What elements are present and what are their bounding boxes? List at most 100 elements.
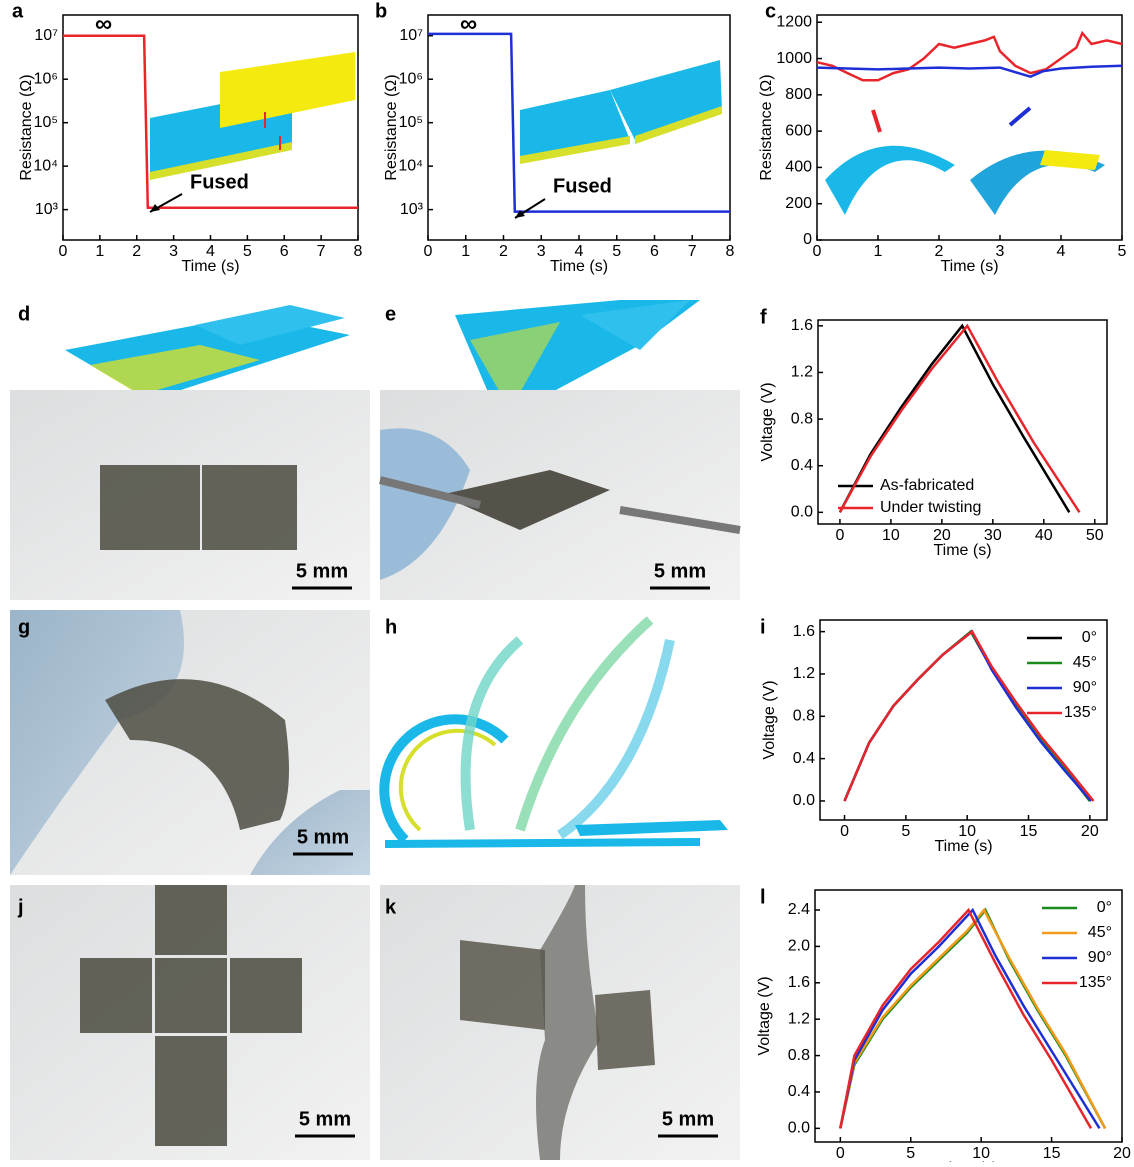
annotation: ∞ [460, 10, 477, 37]
y-tick-label: 10⁵ [34, 114, 58, 131]
x-tick-label: 2 [132, 243, 141, 260]
y-tick-label: 0.8 [791, 410, 813, 427]
device [595, 990, 655, 1070]
data-line [840, 910, 1099, 1128]
y-axis-title: Resistance (Ω) [383, 74, 400, 180]
inset-c [825, 108, 1105, 215]
y-tick-label: 0.8 [788, 1047, 810, 1064]
x-tick-label: 1 [874, 243, 883, 260]
x-axis-title: Time (s) [181, 258, 239, 275]
x-tick-label: 3 [537, 243, 546, 260]
device [80, 958, 152, 1033]
device [155, 885, 227, 955]
y-tick-label: 0 [803, 231, 812, 248]
annotation: ∞ [95, 10, 112, 37]
x-tick-label: 5 [901, 823, 910, 840]
panel-label: l [760, 886, 766, 908]
x-tick-label: 6 [650, 243, 659, 260]
y-axis-title: Resistance (Ω) [758, 74, 775, 180]
x-tick-label: 0 [424, 243, 433, 260]
x-axis-title: Time (s) [934, 838, 992, 855]
y-tick-label: 0.0 [793, 792, 815, 809]
x-tick-label: 0 [59, 243, 68, 260]
x-tick-label: 20 [1081, 823, 1099, 840]
panel-label: j [17, 896, 24, 918]
y-tick-label: 200 [785, 195, 812, 212]
y-tick-label: 10⁶ [399, 70, 423, 87]
y-tick-label: 1.2 [788, 1010, 810, 1027]
device [155, 1036, 227, 1146]
x-tick-label: 4 [1057, 243, 1066, 260]
legend-label: 45° [1088, 924, 1112, 941]
y-tick-label: 10⁷ [34, 27, 58, 44]
x-tick-label: 6 [280, 243, 289, 260]
legend-label: As-fabricated [880, 477, 974, 494]
x-tick-label: 5 [906, 1145, 915, 1162]
x-tick-label: 2 [499, 243, 508, 260]
y-tick-label: 10³ [400, 201, 424, 218]
y-tick-label: 1.6 [793, 623, 815, 640]
y-tick-label: 1.2 [791, 364, 813, 381]
panel-label: c [765, 0, 776, 22]
y-tick-label: 1.6 [788, 974, 810, 991]
y-tick-label: 10⁴ [398, 157, 423, 174]
legend-label: 135° [1079, 974, 1112, 991]
data-line [845, 632, 1092, 801]
x-tick-label: 3 [169, 243, 178, 260]
annotation: Fused [553, 175, 612, 197]
x-axis-title: Time (s) [940, 258, 998, 275]
x-tick-label: 0 [835, 527, 844, 544]
y-tick-label: 2.4 [788, 901, 810, 918]
legend-label: Under twisting [880, 499, 981, 516]
legend-label: 0° [1082, 629, 1097, 646]
y-tick-label: 1.2 [793, 665, 815, 682]
inset-a [150, 52, 355, 180]
device [460, 940, 545, 1030]
figure: 0 1 2 3 4 5 6 7 8 10³ 10⁴ 10⁵ 10⁶ 10⁷ Time (s) Resistan… [0, 0, 1134, 1162]
y-tick-label: 10³ [35, 201, 59, 218]
data-line [845, 632, 1090, 801]
y-tick-label: 0.0 [788, 1120, 810, 1137]
legend-label: 90° [1088, 949, 1112, 966]
device [155, 958, 227, 1033]
scale-bar-label: 5 mm [297, 826, 349, 848]
panel-label: i [760, 616, 766, 638]
panel-label: d [18, 303, 30, 325]
data-line [817, 33, 1122, 80]
panel-label: f [760, 306, 767, 328]
y-tick-label: 800 [785, 86, 812, 103]
scale-bar-label: 5 mm [296, 560, 348, 582]
x-axis-title: Time (s) [550, 258, 608, 275]
y-tick-label: 10⁶ [34, 70, 58, 87]
panel-label: e [385, 303, 396, 325]
y-tick-label: 1200 [776, 13, 812, 30]
y-tick-label: 0.4 [791, 457, 813, 474]
x-tick-label: 0 [813, 243, 822, 260]
schematic-d [65, 305, 350, 400]
schematic-h-base [385, 838, 700, 848]
inset-b [520, 60, 722, 164]
y-axis-title: Voltage (V) [756, 976, 773, 1055]
y-tick-label: 0.8 [793, 708, 815, 725]
scale-bar-label: 5 mm [654, 560, 706, 582]
x-tick-label: 15 [1020, 823, 1038, 840]
y-axis-title: Voltage (V) [761, 680, 778, 759]
x-tick-label: 0 [840, 823, 849, 840]
x-tick-label: 5 [612, 243, 621, 260]
data-line [840, 910, 1105, 1128]
legend-label: 0° [1097, 899, 1112, 916]
x-tick-label: 7 [688, 243, 697, 260]
device [230, 958, 302, 1033]
y-axis-title: Voltage (V) [759, 382, 776, 461]
panel-label: b [375, 0, 387, 22]
x-tick-label: 7 [317, 243, 326, 260]
scale-bar-label: 5 mm [662, 1108, 714, 1130]
y-tick-label: 1.6 [791, 317, 813, 334]
scale-bar-label: 5 mm [299, 1108, 351, 1130]
y-axis-title: Resistance (Ω) [18, 74, 35, 180]
y-tick-label: 400 [785, 159, 812, 176]
device [202, 465, 297, 550]
x-tick-label: 8 [354, 243, 363, 260]
legend-label: 45° [1073, 654, 1097, 671]
data-line [845, 632, 1090, 801]
